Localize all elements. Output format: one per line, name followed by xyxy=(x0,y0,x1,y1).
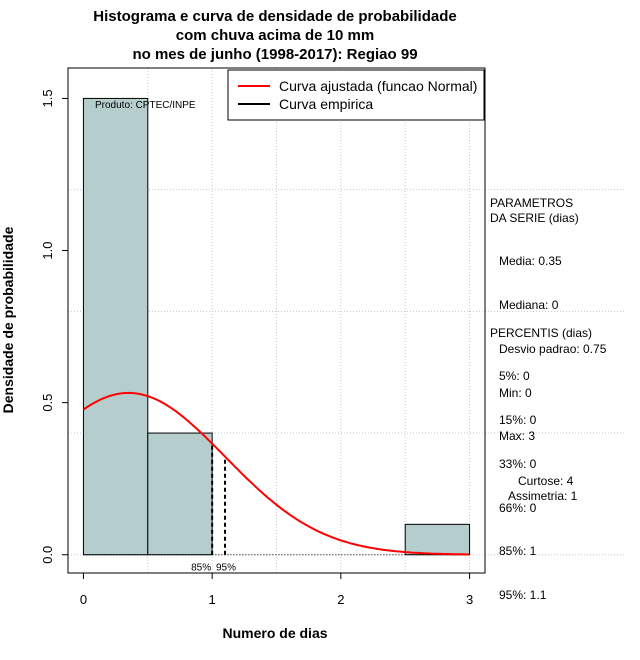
x-tick-label-3: 3 xyxy=(466,592,473,607)
legend-label-fitted: Curva ajustada (funcao Normal) xyxy=(279,78,477,94)
chart-title-line-2: com chuva acima de 10 mm xyxy=(176,27,374,44)
histogram-bar-0 xyxy=(82,97,149,556)
param-min: Min: 0 xyxy=(499,385,532,400)
percentil-33: 33%: 0 xyxy=(499,456,537,471)
chart-title-line-1: Histograma e curva de densidade de proba… xyxy=(93,8,456,25)
x-tick-label-2: 2 xyxy=(337,592,344,607)
assimetria-value: Assimetria: 1 xyxy=(508,489,578,503)
percentil-15: 15%: 0 xyxy=(499,412,537,427)
histogram-bar-1 xyxy=(147,432,213,556)
percentile-label-0: 85% xyxy=(191,563,211,574)
x-tick-label-0: 0 xyxy=(80,592,87,607)
fitted-normal-curve xyxy=(82,391,470,556)
y-tick-label-1: 0.5 xyxy=(40,394,55,412)
param-max: Max: 3 xyxy=(499,429,536,444)
product-annotation: Produto: CPTEC/INPE xyxy=(95,100,196,111)
histogram-bars xyxy=(82,97,471,556)
plot-frame xyxy=(67,67,486,574)
y-tick-label-2: 1.0 xyxy=(40,241,55,259)
percentile-label-1: 95% xyxy=(216,563,236,574)
percentis-list: 5%: 0 15%: 0 33%: 0 66%: 0 85%: 1 95%: 1… xyxy=(499,340,546,617)
y-axis-label: Densidade de probabilidade xyxy=(0,226,16,413)
legend-label-empirical: Curva empirica xyxy=(279,96,373,112)
chart-title-line-3: no mes de junho (1998-2017): Regiao 99 xyxy=(132,46,417,63)
y-tick-label-3: 1.5 xyxy=(40,89,55,107)
percentil-85: 85%: 1 xyxy=(499,544,537,559)
histogram-bar-5 xyxy=(404,523,471,556)
param-desvio: Desvio padrao: 0.75 xyxy=(499,341,607,356)
percentil-95: 95%: 1.1 xyxy=(499,588,547,603)
x-tick-label-1: 1 xyxy=(209,592,216,607)
curtose-value: Curtose: 4 xyxy=(518,474,574,488)
x-axis-label: Numero de dias xyxy=(222,625,327,641)
percentil-66: 66%: 0 xyxy=(499,500,537,515)
y-tick-label-0: 0.0 xyxy=(40,546,55,564)
legend: Curva ajustada (funcao Normal) Curva emp… xyxy=(227,69,485,121)
percentil-5: 5%: 0 xyxy=(499,369,530,384)
percentile-lines: 85% 95% xyxy=(191,443,236,574)
axes: 0 1 2 3 0.0 0.5 1.0 1.5 xyxy=(40,89,473,607)
series-params-list: Media: 0.35 Mediana: 0 Desvio padrao: 0.… xyxy=(499,225,606,459)
param-media: Media: 0.35 xyxy=(499,254,562,269)
percentis-title: PERCENTIS (dias) xyxy=(490,326,593,340)
series-params-title: PARAMETROS DA SERIE (dias) xyxy=(490,196,579,225)
param-mediana: Mediana: 0 xyxy=(499,297,559,312)
chart-title: Histograma e curva de densidade de proba… xyxy=(93,8,456,63)
